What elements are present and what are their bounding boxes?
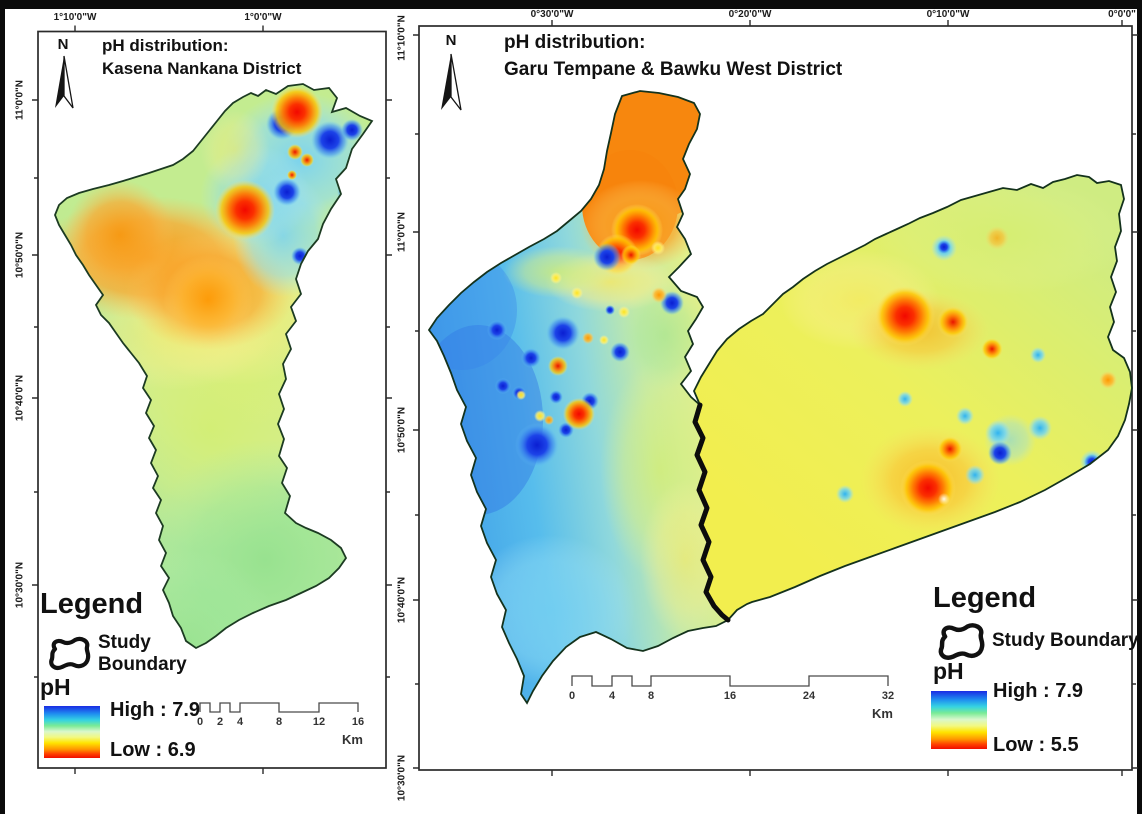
lat-label-left-3: 10°40'0"N (14, 374, 26, 422)
left-map-title: pH distribution: Kasena Nankana District (102, 34, 301, 80)
kasena-district-outline (54, 83, 374, 650)
ph-low-right: Low : 5.5 (993, 734, 1079, 756)
lat-label-right-1: 11°10'0"N (396, 15, 408, 61)
left-map-title-line2: Kasena Nankana District (102, 59, 302, 78)
scalebar-right-tick-2: 8 (647, 690, 655, 702)
lat-label-left-4: 10°30'0"N (14, 561, 26, 609)
bawku-west-district-surface (694, 175, 1132, 620)
left-border (0, 0, 5, 814)
study-boundary-label-left-line2: Boundary (98, 654, 187, 675)
ph-color-ramp-left (44, 706, 100, 758)
study-boundary-label-right: Study Boundary (992, 630, 1139, 651)
legend-title-right: Legend (933, 582, 1037, 614)
scalebar-right-tick-3: 16 (723, 690, 737, 702)
ph-label-left: pH (40, 674, 71, 700)
study-boundary-icon-right (938, 623, 985, 660)
right-map-title-line1: pH distribution: (504, 32, 646, 53)
scalebar-left-tick-4: 12 (312, 716, 326, 728)
study-boundary-label-left-line1: Study (98, 632, 151, 653)
north-arrow-icon-right (441, 53, 462, 111)
scalebar-left-unit: Km (342, 732, 363, 747)
scalebar-right (571, 675, 889, 687)
lat-label-right-5: 10°30'0"N (396, 754, 408, 802)
lat-label-right-4: 10°40'0"N (396, 576, 408, 624)
right-frame-ticks (413, 20, 1138, 776)
scalebar-left-tick-2: 4 (236, 716, 244, 728)
ph-high-left: High : 7.9 (110, 699, 201, 721)
scalebar-right-tick-5: 32 (881, 690, 895, 702)
north-label-left: N (57, 36, 69, 53)
top-border (0, 0, 1142, 9)
lat-label-left-1: 11°0'0"N (14, 79, 26, 121)
lat-label-right-2: 11°0'0"N (396, 211, 408, 253)
bawku-west-district-outline (693, 174, 1133, 622)
left-panel-frame (32, 25, 392, 774)
ph-color-ramp-right (931, 691, 987, 749)
scalebar-right-tick-1: 4 (608, 690, 616, 702)
scalebar-left-tick-3: 8 (275, 716, 283, 728)
scalebar-left-tick-1: 2 (216, 716, 224, 728)
scalebar-left-tick-5: 16 (351, 716, 365, 728)
lon-label-right-2: 0°20'0"W (728, 9, 772, 20)
lon-label-right-3: 0°10'0"W (926, 9, 970, 20)
scalebar-left (199, 702, 359, 713)
scalebar-right-unit: Km (872, 706, 893, 721)
scalebar-left-tick-0: 0 (196, 716, 204, 728)
north-arrow-icon-left (55, 55, 74, 109)
right-map-title: pH distribution: Garu Tempane & Bawku We… (504, 29, 842, 83)
study-boundary-icon-left (49, 636, 91, 670)
lon-label-left-2: 1°0'0"W (244, 12, 282, 23)
scalebar-right-tick-4: 24 (802, 690, 816, 702)
scalebar-right-tick-0: 0 (568, 690, 576, 702)
left-frame-ticks (32, 25, 392, 774)
left-map-title-line1: pH distribution: (102, 36, 229, 55)
right-panel-frame (413, 20, 1138, 776)
study-boundary-line (692, 402, 731, 623)
ph-label-right: pH (933, 658, 964, 684)
north-label-right: N (445, 32, 457, 49)
lon-label-right-1: 0°30'0"W (530, 9, 574, 20)
right-map-title-line2: Garu Tempane & Bawku West District (504, 59, 843, 80)
garu-tempane-district-surface (429, 91, 728, 703)
lon-label-right-4: 0°0'0" (1108, 9, 1136, 20)
kasena-district-surface (55, 84, 372, 648)
lat-label-right-3: 10°50'0"N (396, 406, 408, 454)
lat-label-left-2: 10°50'0"N (14, 231, 26, 279)
ph-low-left: Low : 6.9 (110, 739, 196, 761)
legend-title-left: Legend (40, 588, 144, 620)
lon-label-left-1: 1°10'0"W (53, 12, 97, 23)
right-border (1137, 0, 1142, 814)
ph-high-right: High : 7.9 (993, 680, 1084, 702)
garu-tempane-district-outline (427, 90, 730, 705)
study-boundary-label-left: Study Boundary (98, 632, 187, 676)
